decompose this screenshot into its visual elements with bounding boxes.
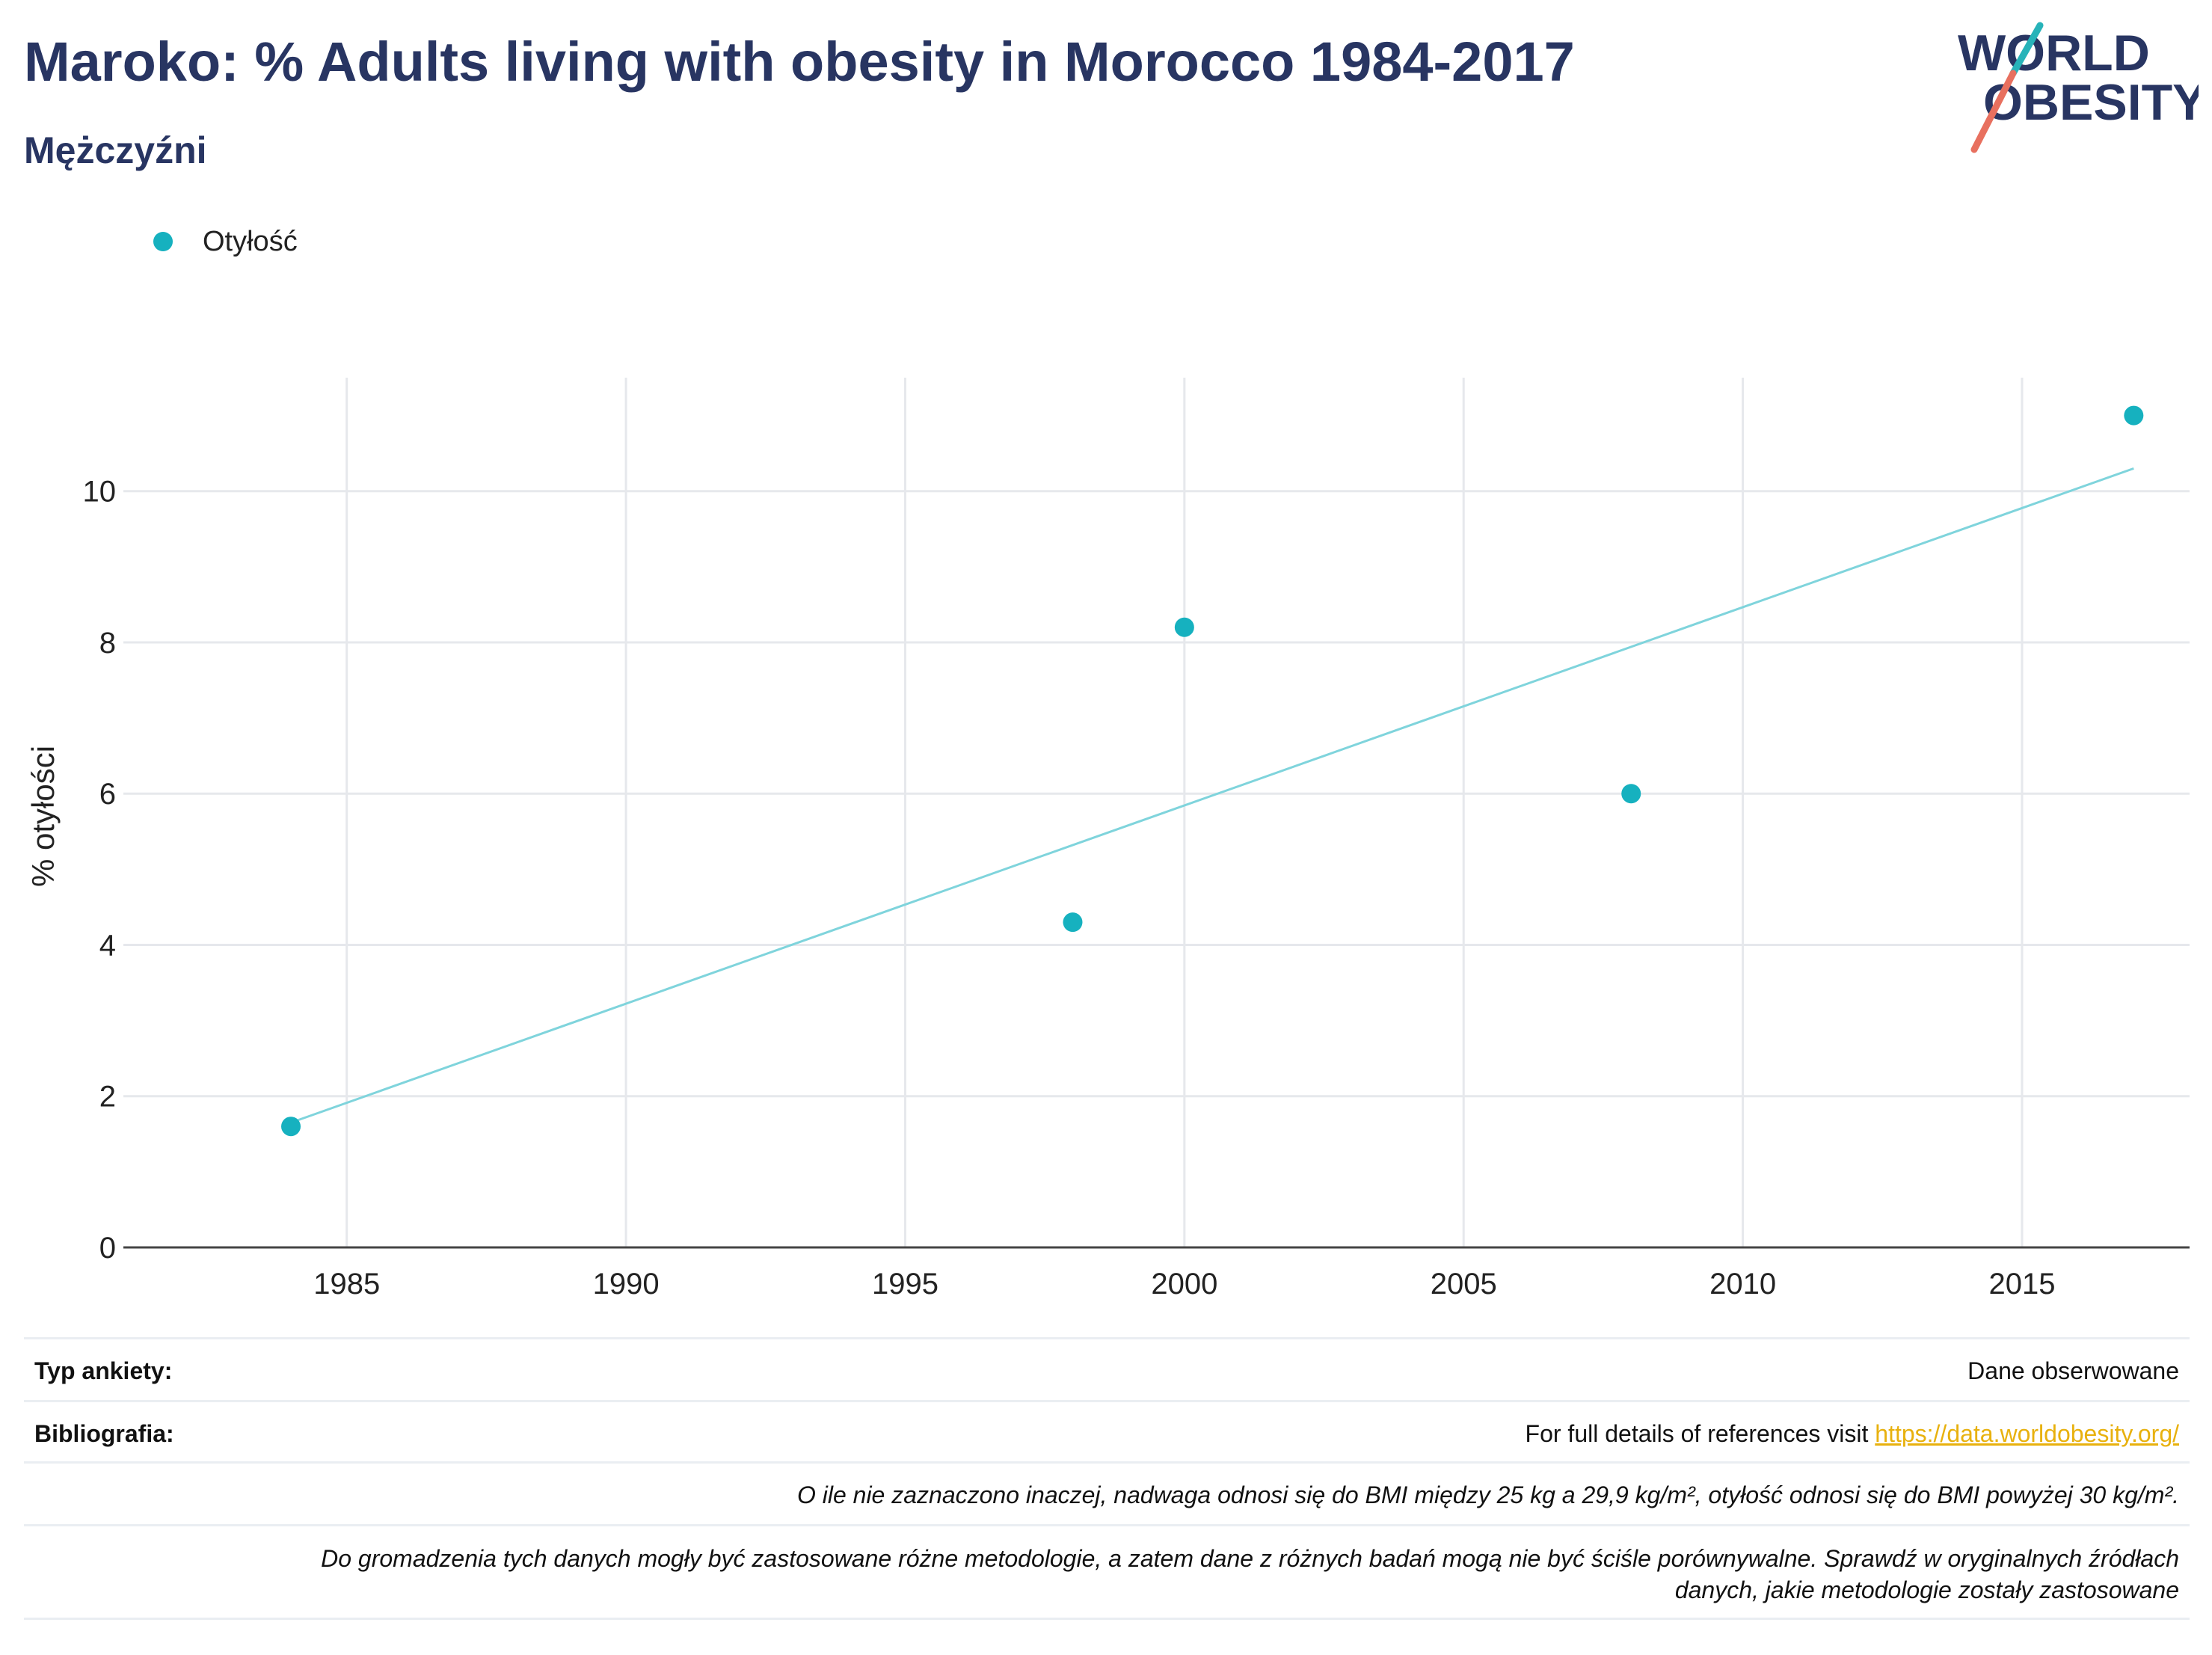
survey-type-value: Dane obserwowane — [1967, 1357, 2179, 1384]
page-title: Maroko: % Adults living with obesity in … — [24, 31, 1575, 93]
legend-label: Otyłość — [203, 225, 298, 257]
bibliography-row: Bibliografia: For full details of refere… — [24, 1400, 2190, 1461]
data-point — [1621, 784, 1641, 804]
survey-type-label: Typ ankiety: — [34, 1357, 173, 1384]
data-point — [281, 1117, 301, 1137]
x-tick-label: 2015 — [1988, 1268, 2055, 1301]
trend-line — [290, 467, 2134, 1124]
methodology-row: Do gromadzenia tych danych mogły być zas… — [24, 1524, 2190, 1620]
y-tick-label: 0 — [99, 1232, 116, 1265]
data-point — [1174, 617, 1194, 637]
world-obesity-logo: WORLD OBESITY — [1958, 22, 2199, 153]
chart-legend[interactable]: Otyłość — [153, 223, 298, 260]
methodology-note-line2: danych, jakie metodologie zostały zastos… — [1674, 1576, 2179, 1603]
x-tick-label: 2000 — [1151, 1268, 1217, 1301]
page-subtitle: Mężczyźni — [24, 129, 207, 171]
y-tick-label: 4 — [99, 929, 116, 962]
bibliography-value: For full details of references visit htt… — [1526, 1420, 2179, 1448]
bibliography-link[interactable]: https://data.worldobesity.org/ — [1875, 1420, 2179, 1447]
x-tick-label: 1995 — [872, 1268, 938, 1301]
y-tick-label: 6 — [99, 778, 116, 811]
logo-line2: OBESITY — [1983, 74, 2199, 131]
methodology-note: Do gromadzenia tych danych mogły być zas… — [321, 1543, 2179, 1606]
logo-line1: WORLD — [1958, 25, 2150, 82]
bibliography-label: Bibliografia: — [34, 1420, 174, 1447]
methodology-note-line1: Do gromadzenia tych danych mogły być zas… — [321, 1545, 2179, 1572]
y-tick-label: 8 — [99, 627, 116, 660]
data-point — [2124, 405, 2144, 426]
scatter-chart: 1985 1990 1995 2000 2005 2010 2015 0 2 4 6 8 10 % oty… — [25, 378, 2190, 1301]
definition-row: O ile nie zaznaczono inaczej, nadwaga od… — [24, 1461, 2190, 1524]
y-tick-label: 10 — [83, 476, 117, 509]
bibliography-text: For full details of references visit — [1525, 1420, 1875, 1447]
x-tick-label: 1990 — [593, 1268, 660, 1301]
x-tick-label: 1985 — [313, 1268, 380, 1301]
y-tick-label: 2 — [99, 1081, 116, 1114]
x-tick-label: 2005 — [1431, 1268, 1497, 1301]
x-tick-label: 2010 — [1709, 1268, 1776, 1301]
data-point — [1063, 912, 1083, 933]
definition-note: O ile nie zaznaczono inaczej, nadwaga od… — [796, 1481, 2179, 1508]
y-axis-title: % otyłości — [25, 746, 61, 887]
survey-type-row: Typ ankiety: Dane obserwowane — [24, 1337, 2190, 1400]
metadata-table: Typ ankiety: Dane obserwowane Bibliograf… — [24, 1337, 2190, 1636]
legend-marker — [153, 232, 173, 251]
